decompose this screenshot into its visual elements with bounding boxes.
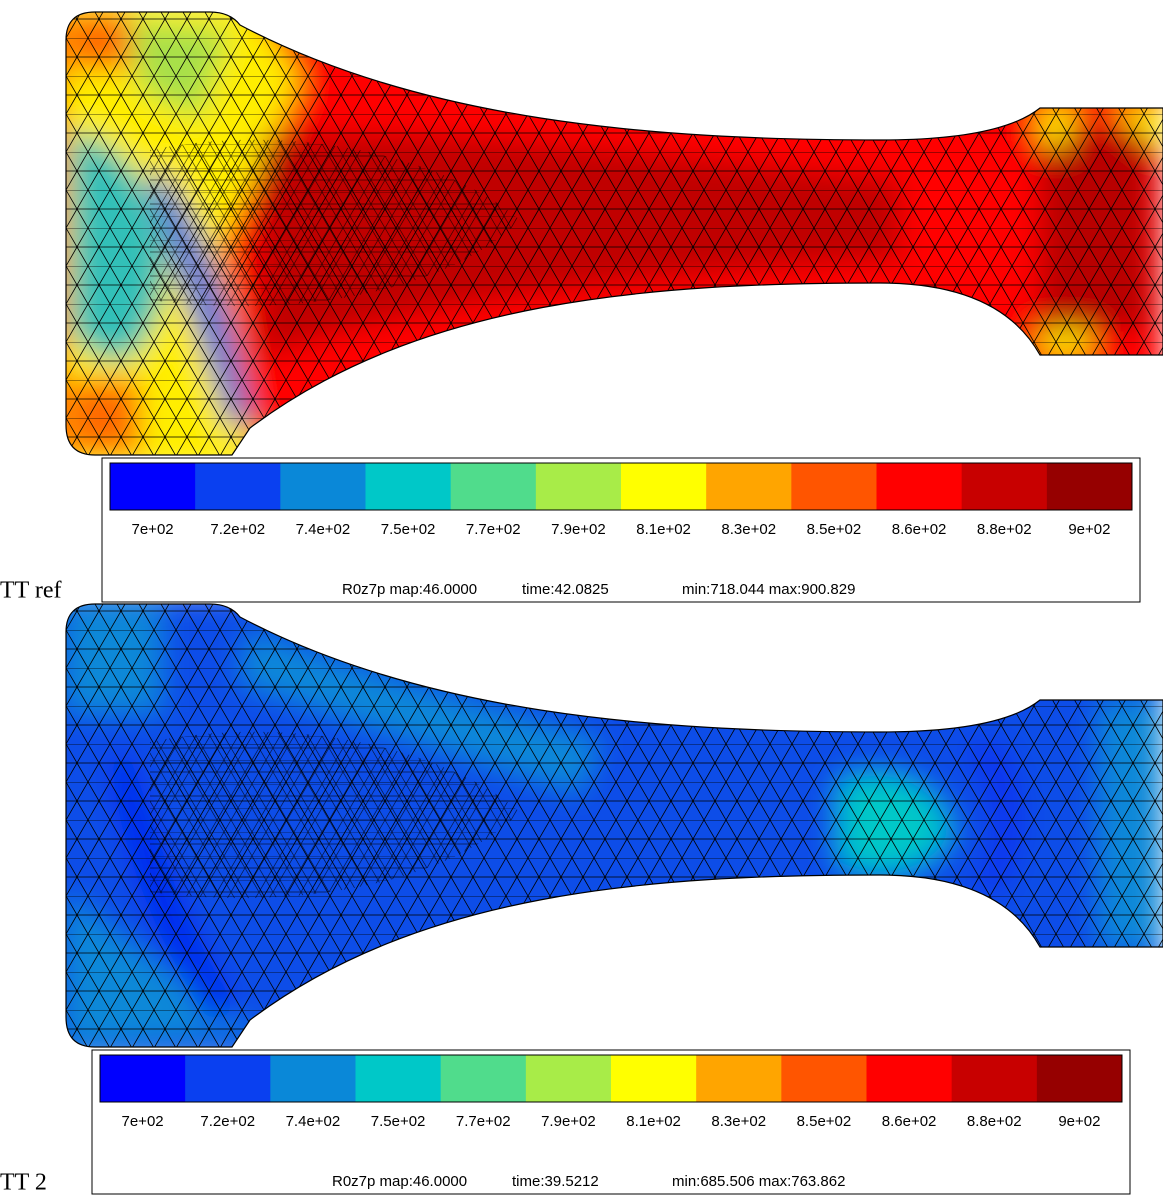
colorbar-label: 7.9e+02 [541, 1113, 596, 1130]
colorbar-swatch [621, 463, 707, 510]
outline [65, 11, 1163, 456]
colorbar-label: 8.8e+02 [967, 1113, 1022, 1130]
colorbar-swatch [280, 463, 366, 510]
colorbar-swatch [195, 463, 281, 510]
colorbar-label: 8.5e+02 [807, 521, 862, 538]
colorbar-swatch [535, 463, 622, 510]
colorbar-swatch [1036, 1055, 1123, 1102]
colorbar-swatch [706, 463, 792, 510]
colorbar-swatch [961, 463, 1048, 510]
colorbar-swatch [611, 1055, 697, 1102]
colorbar-label: 8.8e+02 [977, 521, 1032, 538]
colorbar-label: 8.5e+02 [797, 1113, 852, 1130]
colorbar-swatch [696, 1055, 782, 1102]
colorbar-label: 7e+02 [132, 521, 174, 538]
colorbar-label: 7.2e+02 [200, 1113, 255, 1130]
info-text: min:685.506 max:763.862 [672, 1173, 845, 1190]
colorbar-label: 8.3e+02 [721, 521, 776, 538]
colorbar-label: 7.9e+02 [551, 521, 606, 538]
colorbar-label: 7.2e+02 [210, 521, 265, 538]
colorbar-swatch [185, 1055, 271, 1102]
colorbar-swatch [365, 463, 452, 510]
colorbar-swatch [440, 1055, 527, 1102]
info-text: time:39.5212 [512, 1173, 599, 1190]
colorbar-swatch [1046, 463, 1133, 510]
colorbar-label: 9e+02 [1068, 521, 1110, 538]
panel: TT 2 7e+02 7.2e+02 7.4e+02 7.5e+02 7.7e+02 7.9… [0, 603, 1163, 1196]
mesh-fine [150, 731, 520, 899]
colorbar-frame [109, 462, 1133, 511]
colorbar-label: 8.1e+02 [626, 1113, 681, 1130]
colorbar-swatch [450, 463, 537, 510]
info-text: min:718.044 max:900.829 [682, 581, 855, 598]
colorbar-label: 7e+02 [122, 1113, 164, 1130]
info-text: R0z7p map:46.0000 [332, 1173, 467, 1190]
colorbar-label: 8.3e+02 [711, 1113, 766, 1130]
panel: TT ref 7e+02 7.2e+02 7.4e+02 7.5e+02 7.7e+02 7… [0, 11, 1163, 604]
colorbar-swatch [876, 463, 963, 510]
outline [65, 603, 1163, 1048]
mesh-fine [150, 139, 520, 307]
colorbar-swatch [951, 1055, 1038, 1102]
colorbar-swatch [525, 1055, 612, 1102]
colorbar-swatch [791, 463, 877, 510]
panel-label: TT ref [0, 578, 62, 604]
colorbar-swatch [866, 1055, 953, 1102]
colorbar-label: 9e+02 [1058, 1113, 1100, 1130]
colorbar-label: 7.4e+02 [296, 521, 351, 538]
colorbar-swatch [355, 1055, 442, 1102]
colorbar-label: 7.7e+02 [466, 521, 521, 538]
info-text: time:42.0825 [522, 581, 609, 598]
colorbar-swatch [781, 1055, 867, 1102]
colorbar-label: 7.4e+02 [286, 1113, 341, 1130]
colorbar-frame [99, 1054, 1123, 1103]
colorbar-label: 8.6e+02 [892, 521, 947, 538]
colorbar-label: 8.6e+02 [882, 1113, 937, 1130]
panel-label: TT 2 [0, 1170, 47, 1196]
colorbar-swatch [100, 1055, 186, 1102]
colorbar-label: 7.5e+02 [381, 521, 436, 538]
colorbar-label: 7.5e+02 [371, 1113, 426, 1130]
colorbar-label: 7.7e+02 [456, 1113, 511, 1130]
colorbar-swatch [110, 463, 196, 510]
info-text: R0z7p map:46.0000 [342, 581, 477, 598]
mesh-field [66, 604, 1163, 1047]
mesh-field [66, 12, 1163, 455]
colorbar-swatch [270, 1055, 356, 1102]
colorbar-label: 8.1e+02 [636, 521, 691, 538]
